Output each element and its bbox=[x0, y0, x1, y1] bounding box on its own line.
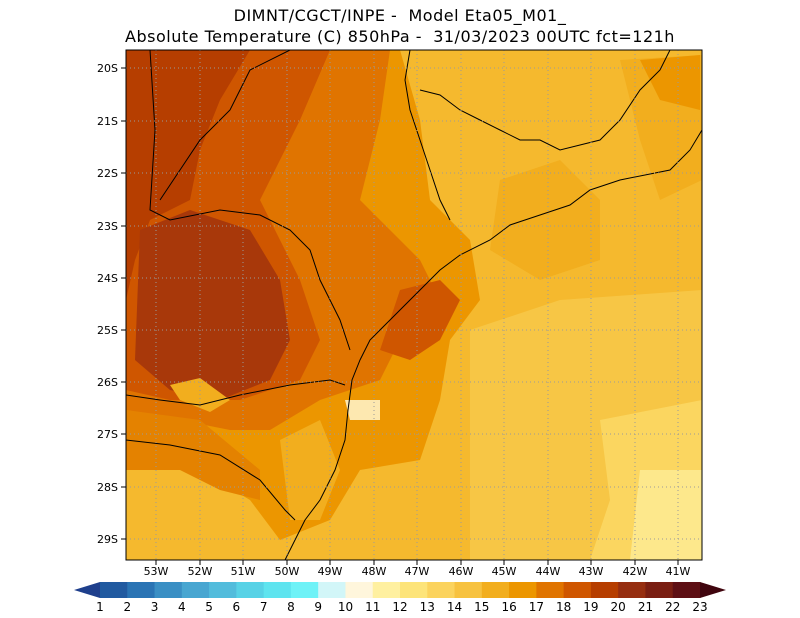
lat-label: 26S bbox=[97, 376, 118, 389]
coastline-and-borders bbox=[126, 50, 702, 560]
lon-label: 46W bbox=[449, 565, 474, 578]
temperature-field bbox=[126, 50, 702, 560]
lon-label: 48W bbox=[362, 565, 387, 578]
colorbar-cell bbox=[672, 582, 701, 598]
colorbar-cell bbox=[372, 582, 401, 598]
graticule bbox=[126, 50, 702, 560]
lat-label: 24S bbox=[97, 272, 118, 285]
colorbar-label: 2 bbox=[123, 600, 131, 614]
colorbar-cell bbox=[509, 582, 537, 598]
colorbar-label: 22 bbox=[665, 600, 680, 614]
colorbar-label: 21 bbox=[638, 600, 653, 614]
colorbar bbox=[74, 582, 726, 598]
colorbar-cell bbox=[618, 582, 646, 598]
lon-label: 45W bbox=[492, 565, 517, 578]
longitude-labels: 53W 52W 51W 50W 49W 48W 47W 46W 45W 44W … bbox=[144, 565, 691, 578]
colorbar-cell bbox=[209, 582, 237, 598]
colorbar-label: 11 bbox=[365, 600, 380, 614]
colorbar-label: 17 bbox=[529, 600, 544, 614]
colorbar-left-arrow bbox=[74, 582, 100, 598]
colorbar-label: 16 bbox=[501, 600, 516, 614]
colorbar-cell bbox=[127, 582, 156, 598]
colorbar-cell bbox=[400, 582, 428, 598]
colorbar-cell bbox=[481, 582, 510, 598]
colorbar-label: 18 bbox=[556, 600, 571, 614]
latitude-labels: 20S 21S 22S 23S 24S 25S 26S 27S 28S 29S bbox=[97, 62, 118, 546]
colorbar-cell bbox=[590, 582, 619, 598]
lon-label: 53W bbox=[144, 565, 169, 578]
colorbar-label: 19 bbox=[583, 600, 598, 614]
lon-label: 41W bbox=[666, 565, 691, 578]
colorbar-label: 12 bbox=[392, 600, 407, 614]
lat-label: 22S bbox=[97, 167, 118, 180]
colorbar-label: 7 bbox=[260, 600, 268, 614]
colorbar-label: 4 bbox=[178, 600, 186, 614]
colorbar-cell bbox=[263, 582, 292, 598]
lat-label: 25S bbox=[97, 324, 118, 337]
colorbar-cell bbox=[181, 582, 210, 598]
lon-label: 52W bbox=[188, 565, 213, 578]
colorbar-right-arrow bbox=[700, 582, 726, 598]
colorbar-labels: 1 2 3 4 5 6 7 8 9 10 11 12 13 14 15 16 17 18 19 20 21 22 23 bbox=[96, 600, 707, 614]
lon-label: 49W bbox=[318, 565, 343, 578]
colorbar-cell bbox=[236, 582, 265, 598]
lat-label: 29S bbox=[97, 533, 118, 546]
colorbar-label: 14 bbox=[447, 600, 462, 614]
colorbar-cell bbox=[290, 582, 319, 598]
plot-frame bbox=[125, 49, 703, 561]
colorbar-label: 3 bbox=[151, 600, 159, 614]
lon-label: 47W bbox=[405, 565, 430, 578]
lon-label: 43W bbox=[579, 565, 604, 578]
colorbar-label: 6 bbox=[233, 600, 241, 614]
colorbar-cell bbox=[536, 582, 565, 598]
colorbar-cell bbox=[454, 582, 483, 598]
colorbar-cell bbox=[427, 582, 456, 598]
lon-label: 51W bbox=[231, 565, 256, 578]
lat-label: 21S bbox=[97, 115, 118, 128]
lat-label: 28S bbox=[97, 481, 118, 494]
colorbar-label: 20 bbox=[611, 600, 626, 614]
colorbar-label: 23 bbox=[692, 600, 707, 614]
colorbar-cell bbox=[345, 582, 374, 598]
colorbar-cell bbox=[645, 582, 674, 598]
axis-ticks bbox=[121, 67, 679, 565]
map-title-line-1: DIMNT/CGCT/INPE - Model Eta05_M01_ bbox=[233, 6, 567, 25]
colorbar-cell bbox=[318, 582, 346, 598]
lon-label: 44W bbox=[536, 565, 561, 578]
colorbar-cell bbox=[563, 582, 592, 598]
map-title-line-2: Absolute Temperature (C) 850hPa - 31/03/… bbox=[125, 27, 675, 46]
lat-label: 20S bbox=[97, 62, 118, 75]
colorbar-label: 9 bbox=[314, 600, 322, 614]
colorbar-cell bbox=[154, 582, 183, 598]
colorbar-cell bbox=[100, 582, 128, 598]
colorbar-label: 1 bbox=[96, 600, 104, 614]
colorbar-label: 10 bbox=[338, 600, 353, 614]
lon-label: 50W bbox=[275, 565, 300, 578]
lat-label: 23S bbox=[97, 220, 118, 233]
colorbar-label: 13 bbox=[420, 600, 435, 614]
lon-label: 42W bbox=[623, 565, 648, 578]
colorbar-label: 8 bbox=[287, 600, 295, 614]
colorbar-label: 15 bbox=[474, 600, 489, 614]
lat-label: 27S bbox=[97, 428, 118, 441]
colorbar-label: 5 bbox=[205, 600, 213, 614]
